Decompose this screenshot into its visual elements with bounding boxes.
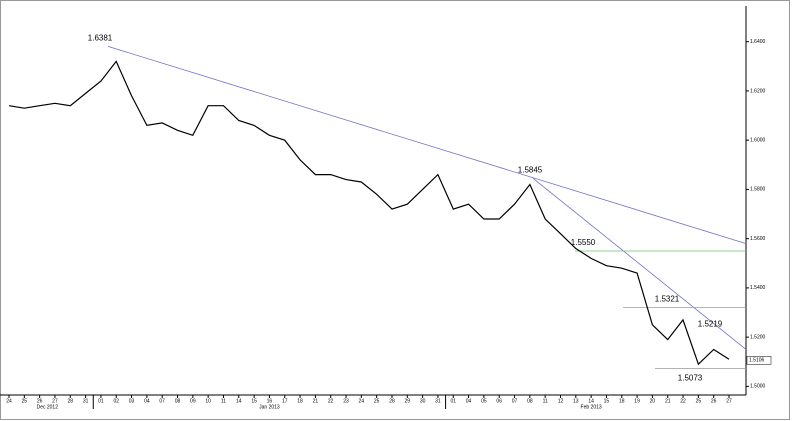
x-tick-label: 01: [450, 398, 456, 404]
price-annotation: 1.5073: [678, 374, 703, 383]
trendline: [532, 178, 747, 350]
price-annotation: 1.5321: [655, 294, 680, 303]
x-tick-label: 05: [481, 398, 487, 404]
y-tick-label: 1.5000: [750, 384, 766, 390]
x-tick-label: 19: [634, 398, 640, 404]
x-tick-label: 28: [67, 398, 73, 404]
x-tick-label: 15: [604, 398, 610, 404]
y-tick-label: 1.5800: [750, 187, 766, 193]
x-tick-label: 26: [37, 398, 43, 404]
x-tick-label: 18: [619, 398, 625, 404]
x-tick-label: 21: [665, 398, 671, 404]
x-tick-label: 22: [328, 398, 334, 404]
y-tick-label: 1.5400: [750, 285, 766, 291]
x-tick-label: 08: [175, 398, 181, 404]
x-tick-label: 23: [343, 398, 349, 404]
x-tick-label: 25: [374, 398, 380, 404]
month-label: Feb 2013: [581, 404, 602, 410]
x-tick-label: 21: [313, 398, 319, 404]
x-tick-label: 18: [297, 398, 303, 404]
month-label: Dec 2012: [37, 404, 59, 410]
month-label: Jan 2013: [259, 404, 280, 410]
x-tick-label: 04: [466, 398, 472, 404]
x-tick-label: 28: [389, 398, 395, 404]
x-tick-label: 13: [573, 398, 579, 404]
x-tick-label: 10: [205, 398, 211, 404]
y-tick-label: 1.6200: [750, 88, 766, 94]
x-tick-label: 25: [22, 398, 28, 404]
y-tick-label: 1.5200: [750, 334, 766, 340]
x-tick-label: 07: [512, 398, 518, 404]
x-tick-label: 14: [588, 398, 594, 404]
x-tick-label: 30: [420, 398, 426, 404]
x-tick-label: 15: [251, 398, 257, 404]
price-annotation: 1.5845: [518, 165, 543, 174]
x-tick-label: 16: [267, 398, 273, 404]
price-line: [8, 60, 730, 366]
x-tick-label: 31: [435, 398, 441, 404]
x-tick-label: 11: [221, 398, 226, 404]
trendline: [107, 45, 747, 244]
x-tick-label: 09: [190, 398, 196, 404]
x-tick-label: 06: [496, 398, 502, 404]
price-annotation: 1.5219: [698, 320, 723, 329]
x-tick-label: 27: [726, 398, 732, 404]
x-tick-label: 26: [711, 398, 717, 404]
y-tick-label: 1.6400: [750, 39, 766, 45]
x-tick-label: 04: [144, 398, 150, 404]
x-tick-label: 20: [650, 398, 656, 404]
x-tick-label: 31: [83, 398, 89, 404]
x-tick-label: 14: [236, 398, 242, 404]
y-tick-label: 1.5600: [750, 236, 766, 242]
x-tick-label: 07: [159, 398, 165, 404]
x-tick-label: 24: [359, 398, 365, 404]
price-annotation: 1.5550: [571, 238, 596, 247]
x-tick-label: 27: [52, 398, 58, 404]
x-tick-label: 17: [282, 398, 288, 404]
x-tick-label: 12: [558, 398, 564, 404]
x-tick-label: 24: [6, 398, 12, 404]
x-tick-label: 25: [696, 398, 702, 404]
x-tick-label: 11: [543, 398, 548, 404]
x-tick-label: 01: [98, 398, 104, 404]
x-tick-label: 29: [405, 398, 411, 404]
last-price-label: 1.5106: [749, 358, 765, 364]
price-annotation: 1.6381: [88, 33, 113, 42]
x-tick-label: 02: [113, 398, 119, 404]
x-tick-label: 03: [129, 398, 135, 404]
y-tick-label: 1.6000: [750, 138, 766, 144]
last-price-box: [746, 356, 772, 365]
x-tick-label: 22: [680, 398, 686, 404]
x-tick-label: 08: [527, 398, 533, 404]
